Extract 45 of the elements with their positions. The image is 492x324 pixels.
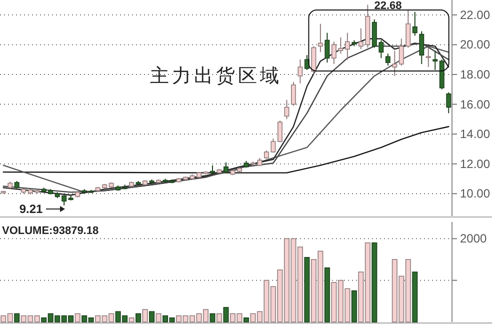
bar — [216, 313, 222, 322]
bar — [128, 317, 134, 322]
y-tick-label: 18.00 — [460, 67, 490, 82]
y-tick-label: 14.00 — [460, 127, 490, 142]
candlestick — [426, 47, 431, 68]
y-tick-label: 2000 — [460, 232, 488, 246]
chart-title: VOLUME:93879.18 — [2, 225, 99, 237]
candlestick — [344, 32, 350, 60]
candlestick — [290, 81, 296, 106]
bar — [136, 313, 142, 322]
bar — [156, 313, 162, 322]
annotation: 主力出货区域 — [150, 65, 282, 87]
y-tick-label: 10.00 — [460, 186, 490, 201]
bar — [223, 307, 229, 322]
y-tick-label: 16.00 — [460, 97, 490, 112]
bar — [351, 290, 357, 322]
y-tick-label: 20.00 — [460, 38, 490, 52]
bar — [324, 267, 330, 322]
line-series — [2, 126, 450, 174]
bar — [14, 313, 20, 322]
candlestick — [277, 120, 282, 143]
candlestick — [419, 30, 424, 65]
y-tick-label: 12.00 — [460, 156, 490, 171]
candlestick — [324, 32, 330, 64]
annotation: 9.21 — [19, 202, 43, 216]
candlestick — [311, 46, 316, 75]
bar — [210, 313, 216, 322]
bar — [372, 242, 378, 322]
candlestick — [432, 50, 438, 71]
bar — [149, 311, 155, 322]
candlestick — [224, 162, 228, 174]
candlestick — [284, 99, 290, 120]
bar — [243, 317, 249, 322]
bar — [74, 313, 80, 322]
candlestick — [446, 92, 452, 114]
candlestick — [318, 23, 323, 53]
candlestick — [385, 53, 390, 66]
candlestick — [412, 11, 418, 36]
bar — [142, 309, 148, 322]
annotation: 22.68 — [374, 0, 402, 12]
bar — [304, 257, 310, 322]
candlestick — [392, 50, 398, 76]
bar — [412, 272, 418, 322]
y-tick-label: 22.00 — [460, 8, 490, 22]
candlestick — [298, 59, 303, 84]
